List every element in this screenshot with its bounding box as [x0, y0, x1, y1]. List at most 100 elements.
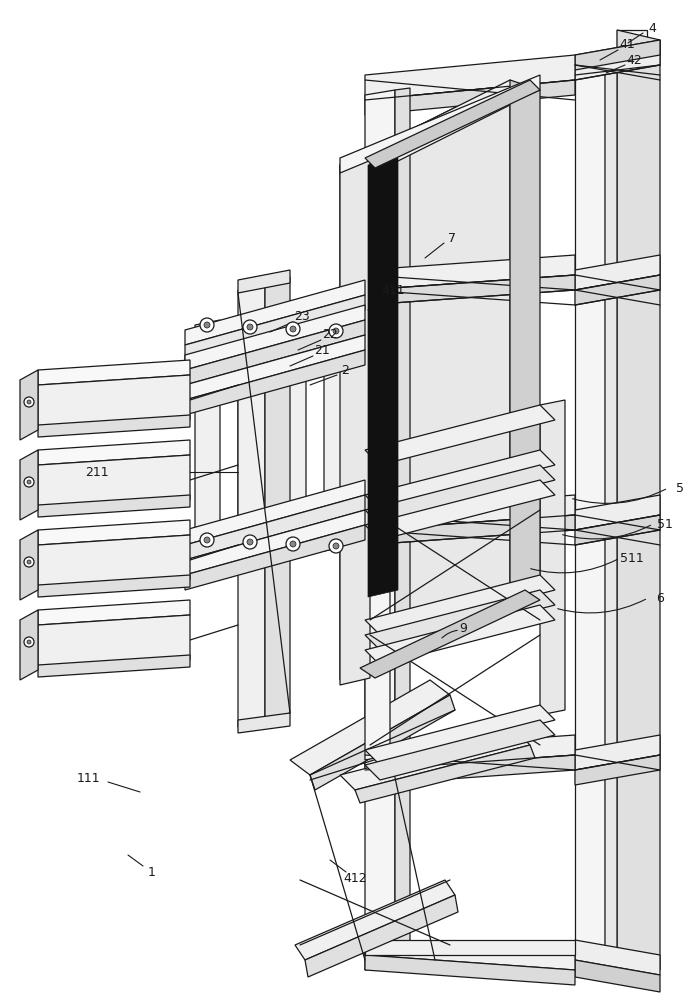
Polygon shape — [20, 450, 38, 520]
Circle shape — [24, 637, 34, 647]
Polygon shape — [295, 880, 455, 960]
Text: 4: 4 — [648, 21, 656, 34]
Polygon shape — [365, 705, 555, 765]
Polygon shape — [575, 255, 660, 290]
Text: 111: 111 — [76, 772, 100, 784]
Polygon shape — [365, 590, 555, 650]
Polygon shape — [340, 75, 540, 173]
Polygon shape — [365, 735, 575, 770]
Polygon shape — [365, 940, 575, 970]
Text: 22: 22 — [322, 328, 338, 340]
Polygon shape — [20, 610, 38, 680]
Polygon shape — [355, 745, 535, 803]
Polygon shape — [365, 515, 575, 545]
Polygon shape — [575, 40, 660, 70]
Polygon shape — [20, 370, 38, 440]
Polygon shape — [575, 40, 660, 80]
Circle shape — [333, 328, 339, 334]
Polygon shape — [365, 495, 575, 530]
Circle shape — [243, 535, 257, 549]
Polygon shape — [324, 326, 349, 551]
Text: 6: 6 — [656, 591, 664, 604]
Polygon shape — [365, 80, 540, 168]
Text: 2: 2 — [341, 363, 349, 376]
Polygon shape — [365, 955, 575, 985]
Polygon shape — [38, 535, 190, 590]
Polygon shape — [265, 277, 290, 720]
Polygon shape — [305, 895, 458, 977]
Text: 41: 41 — [619, 37, 635, 50]
Polygon shape — [38, 575, 190, 597]
Circle shape — [247, 539, 253, 545]
Polygon shape — [605, 50, 617, 965]
Polygon shape — [38, 615, 190, 670]
Polygon shape — [540, 400, 565, 715]
Polygon shape — [365, 445, 390, 760]
Circle shape — [333, 543, 339, 549]
Circle shape — [24, 477, 34, 487]
Polygon shape — [575, 735, 660, 770]
Polygon shape — [185, 320, 365, 385]
Circle shape — [247, 324, 253, 330]
Polygon shape — [38, 520, 190, 545]
Circle shape — [329, 324, 343, 338]
Polygon shape — [185, 480, 365, 545]
Polygon shape — [185, 510, 365, 575]
Polygon shape — [38, 495, 190, 517]
Circle shape — [27, 400, 31, 404]
Polygon shape — [575, 960, 660, 992]
Polygon shape — [368, 158, 398, 597]
Polygon shape — [290, 680, 450, 775]
Polygon shape — [365, 605, 555, 665]
Polygon shape — [185, 305, 365, 370]
Text: 42: 42 — [626, 53, 642, 66]
Polygon shape — [340, 158, 370, 685]
Polygon shape — [360, 590, 540, 678]
Polygon shape — [281, 324, 306, 549]
Polygon shape — [365, 480, 555, 540]
Polygon shape — [365, 55, 575, 100]
Circle shape — [204, 322, 210, 328]
Polygon shape — [340, 730, 530, 790]
Text: 5: 5 — [676, 482, 684, 494]
Polygon shape — [365, 90, 395, 970]
Text: 412: 412 — [343, 871, 367, 884]
Circle shape — [24, 557, 34, 567]
Polygon shape — [38, 375, 190, 430]
Circle shape — [290, 326, 296, 332]
Polygon shape — [575, 275, 660, 305]
Text: 9: 9 — [459, 621, 467, 635]
Circle shape — [243, 320, 257, 334]
Polygon shape — [575, 755, 660, 785]
Polygon shape — [340, 80, 530, 180]
Polygon shape — [38, 360, 190, 385]
Polygon shape — [185, 495, 365, 560]
Polygon shape — [238, 270, 290, 293]
Polygon shape — [238, 713, 290, 733]
Text: 211: 211 — [85, 466, 109, 479]
Polygon shape — [185, 295, 365, 360]
Polygon shape — [38, 655, 190, 677]
Text: 1: 1 — [148, 865, 156, 879]
Circle shape — [24, 397, 34, 407]
Circle shape — [27, 640, 31, 644]
Polygon shape — [395, 88, 410, 965]
Polygon shape — [238, 283, 265, 727]
Circle shape — [329, 539, 343, 553]
Polygon shape — [365, 720, 555, 780]
Circle shape — [286, 322, 300, 336]
Polygon shape — [185, 280, 365, 345]
Polygon shape — [310, 695, 455, 790]
Polygon shape — [617, 30, 660, 970]
Polygon shape — [510, 80, 540, 605]
Polygon shape — [617, 30, 647, 960]
Polygon shape — [575, 940, 660, 975]
Text: 23: 23 — [294, 310, 310, 322]
Circle shape — [200, 533, 214, 547]
Polygon shape — [365, 575, 555, 635]
Polygon shape — [365, 255, 575, 290]
Polygon shape — [20, 530, 38, 600]
Polygon shape — [365, 940, 575, 955]
Polygon shape — [185, 525, 365, 590]
Polygon shape — [365, 465, 555, 525]
